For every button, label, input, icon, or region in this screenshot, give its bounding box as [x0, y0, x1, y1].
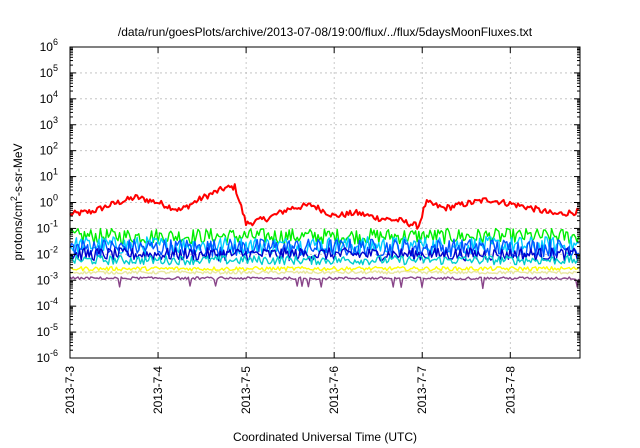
x-axis: 2013-7-3 2013-7-4 2013-7-5 2013-7-6 2013-7-7… — [63, 47, 517, 414]
y-axis-label-sup: 2 — [9, 196, 19, 201]
chart-title: /data/run/goesPlots/archive/2013-07-08/1… — [118, 25, 533, 39]
series-layer — [69, 183, 580, 290]
y-tick-label: 10-5 — [37, 322, 58, 339]
series-line-2 — [69, 235, 580, 256]
y-tick-label: 10-3 — [37, 270, 58, 287]
y-tick-label: 10-4 — [37, 296, 58, 313]
series-line-7 — [69, 270, 580, 275]
x-axis-label: Coordinated Universal Time (UTC) — [233, 430, 417, 444]
series-line-8 — [69, 276, 580, 290]
y-tick-label: 10-6 — [37, 348, 58, 365]
y-tick-label: 103 — [40, 115, 58, 132]
x-tick-label: 2013-7-6 — [327, 366, 341, 414]
x-tick-label: 2013-7-3 — [63, 366, 77, 414]
series-line-5 — [69, 254, 580, 266]
series-line-4 — [69, 247, 580, 262]
series-line-0 — [69, 183, 580, 230]
y-axis-label-pre: protons/cm — [11, 201, 25, 260]
y-tick-label: 105 — [40, 63, 58, 80]
x-tick-label: 2013-7-5 — [239, 366, 253, 414]
y-tick-label: 104 — [40, 89, 58, 106]
y-tick-label: 106 — [40, 37, 58, 54]
y-axis-label-post: -s-sr-MeV — [11, 143, 25, 196]
y-axis: 10-6 10-5 10-4 10-3 10-2 10-1 100 101 102 103 104 1… — [37, 37, 580, 365]
y-tick-label: 10-1 — [37, 218, 58, 235]
x-tick-label: 2013-7-7 — [415, 366, 429, 414]
y-axis-label: protons/cm2-s-sr-MeV — [9, 143, 25, 260]
series-line-6 — [69, 265, 580, 272]
x-tick-label: 2013-7-4 — [151, 366, 165, 414]
y-tick-label: 100 — [40, 193, 58, 210]
y-tick-label: 101 — [40, 167, 58, 184]
y-tick-label: 10-2 — [37, 244, 58, 261]
series-line-1 — [69, 227, 580, 245]
x-tick-label: 2013-7-8 — [503, 366, 517, 414]
y-tick-label: 102 — [40, 141, 58, 158]
